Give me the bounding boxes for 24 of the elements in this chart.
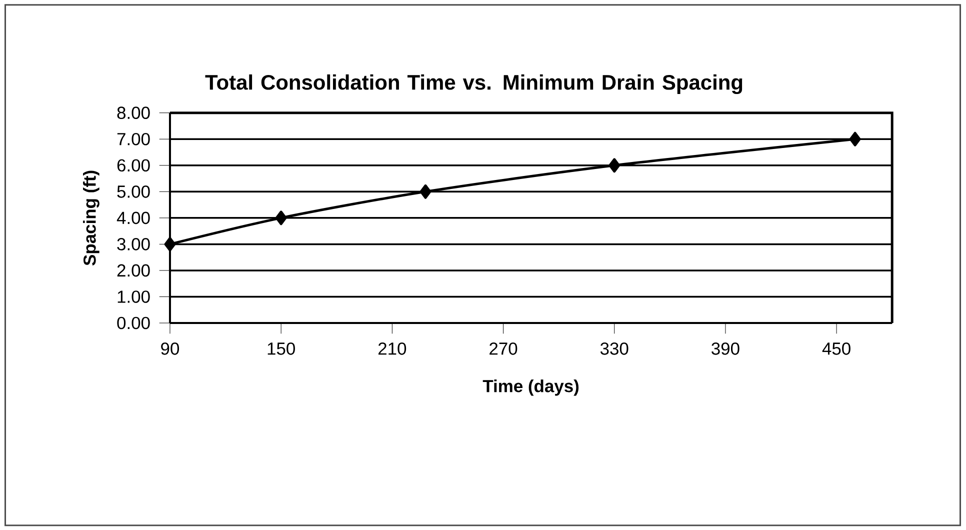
y-tick-label: 6.00 <box>117 159 150 172</box>
y-tick-label: 8.00 <box>117 106 150 119</box>
x-tick-label: 450 <box>822 342 850 355</box>
point <box>608 158 620 172</box>
x-tick-label: 390 <box>712 342 740 355</box>
point <box>164 236 176 252</box>
point <box>849 132 861 146</box>
point <box>275 210 287 226</box>
x-tick-label: 150 <box>268 342 295 355</box>
y-tick-label: 0.00 <box>117 316 150 330</box>
y-tick-label: 7.00 <box>117 132 150 146</box>
y-tick-label: 2.00 <box>117 264 150 276</box>
x-tick-label: 270 <box>490 342 518 355</box>
y-tick-label: 1.00 <box>118 290 150 303</box>
y-tick-label: 3.00 <box>117 238 150 250</box>
point <box>420 184 432 199</box>
x-tick-label: 90 <box>161 342 180 355</box>
y-tick-label: 4.00 <box>116 212 150 224</box>
chart-title: Total Consolidation Time vs. Minimum Drain Spacing <box>205 74 742 94</box>
y-tick-label: 5.00 <box>117 185 150 198</box>
x-tick-label: 330 <box>600 342 628 355</box>
x-axis-title: Time (days) <box>482 379 579 396</box>
y-axis-title: Spacing (ft) <box>83 170 100 266</box>
x-tick-label: 210 <box>378 342 406 355</box>
